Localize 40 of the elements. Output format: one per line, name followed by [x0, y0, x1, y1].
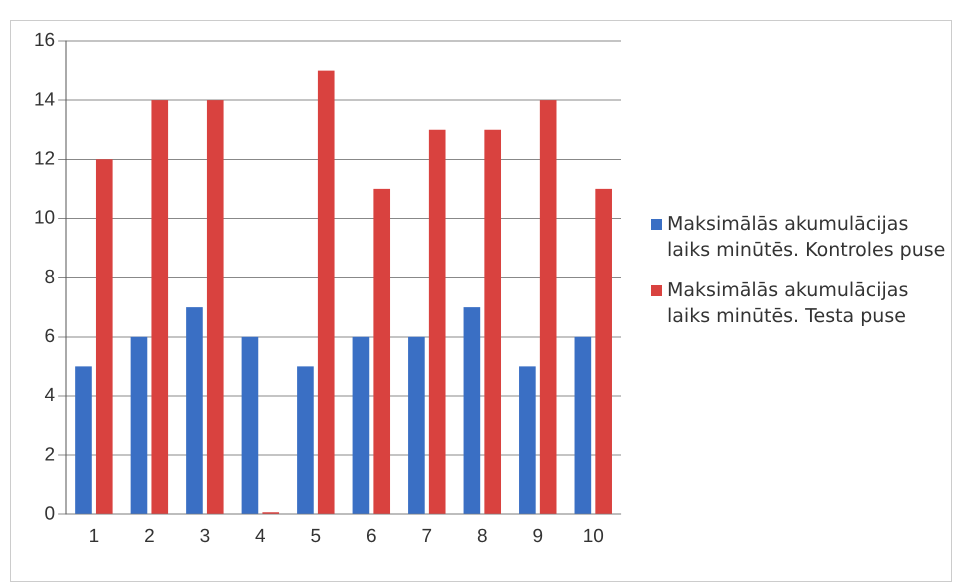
y-tick-label: 6	[44, 326, 56, 347]
y-tick-label: 10	[34, 208, 56, 229]
bar	[96, 159, 113, 514]
x-tick-label: 8	[476, 526, 488, 547]
bar	[373, 188, 390, 514]
y-tick-label: 8	[44, 266, 56, 288]
y-tick-label: 0	[44, 503, 56, 524]
y-tick-label: 16	[34, 30, 56, 52]
x-tick-label: 7	[422, 526, 432, 547]
bar	[408, 336, 425, 514]
bar	[519, 366, 536, 514]
bar	[484, 130, 502, 514]
bar	[206, 100, 224, 514]
x-tick-label: 9	[532, 526, 544, 547]
bar	[464, 307, 480, 514]
bar	[151, 100, 168, 514]
bar	[130, 336, 148, 514]
y-tick-label: 2	[44, 444, 56, 466]
y-tick-label: 4	[44, 385, 56, 406]
y-tick-label: 12	[34, 148, 56, 170]
y-tick-label: 14	[34, 89, 56, 110]
bar	[318, 70, 335, 514]
legend-label: Maksimālās akumulācijas laiks minūtēs. Testa puse	[667, 278, 910, 329]
legend-label: Maksimālās akumulācijas laiks minūtēs. Kontroles puse	[667, 212, 946, 263]
bar	[428, 130, 446, 514]
bar	[540, 100, 556, 514]
x-tick-label: 1	[88, 526, 100, 547]
bar	[75, 366, 92, 514]
bar	[242, 336, 258, 514]
x-tick-label: 2	[144, 526, 155, 547]
x-tick-label: 6	[366, 526, 377, 547]
x-tick-label: 5	[310, 526, 322, 547]
bar	[574, 336, 592, 514]
x-tick-label: 10	[582, 526, 604, 547]
bar	[297, 366, 314, 514]
bar	[352, 336, 370, 514]
bar	[595, 188, 612, 514]
bar	[186, 307, 203, 514]
x-tick-label: 4	[255, 526, 266, 547]
x-tick-label: 3	[200, 526, 210, 547]
